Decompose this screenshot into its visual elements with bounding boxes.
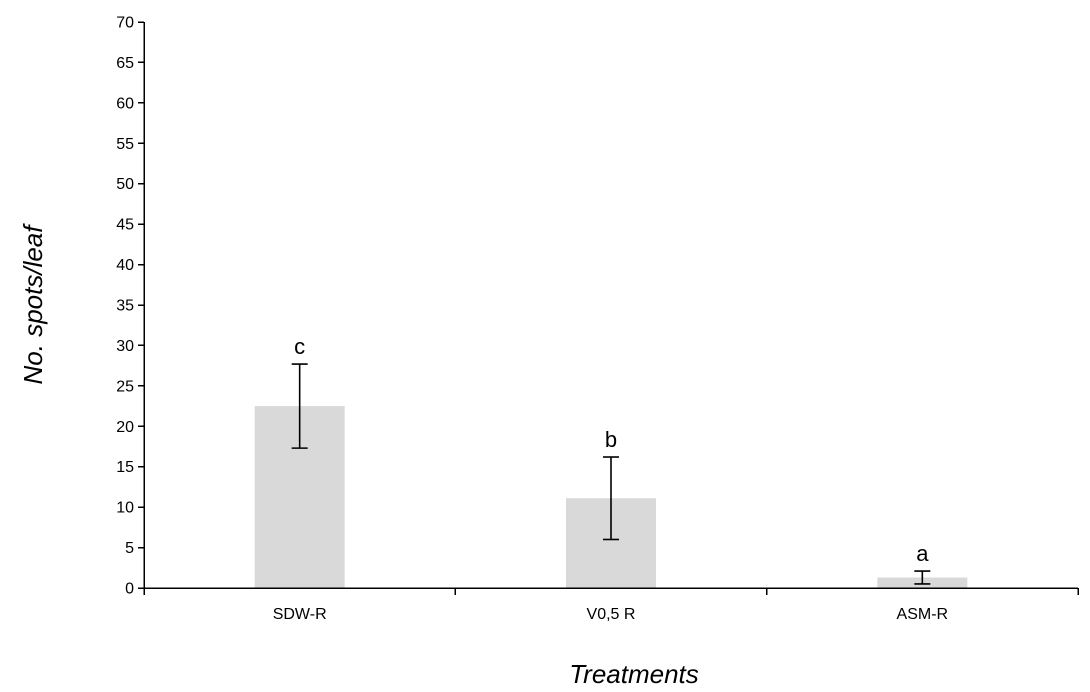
y-tick-label: 15 (116, 459, 134, 476)
y-tick-label: 30 (116, 338, 134, 355)
x-tick-label: ASM-R (897, 606, 949, 623)
significance-letter: b (605, 427, 617, 452)
x-axis-ticks: SDW-R V0,5 R ASM-R (143, 588, 1079, 623)
y-tick-label: 0 (125, 581, 134, 598)
error-bars (291, 363, 931, 585)
y-tick-label: 25 (116, 378, 134, 395)
y-tick-label: 10 (116, 500, 134, 517)
y-tick-label: 50 (116, 176, 134, 193)
y-axis-title: No. spots/leaf (18, 223, 48, 385)
y-tick-label: 60 (116, 95, 134, 112)
y-tick-label: 20 (116, 419, 134, 436)
y-tick-label: 40 (116, 257, 134, 274)
significance-letter: c (294, 334, 305, 359)
y-axis-ticks: 0 5 10 15 20 25 30 35 40 45 50 55 60 65 70 (116, 15, 144, 598)
x-tick-label: SDW-R (273, 606, 327, 623)
x-axis-title: Treatments (569, 659, 699, 689)
y-tick-label: 5 (125, 540, 134, 557)
y-tick-label: 55 (116, 136, 134, 153)
significance-letter: a (916, 541, 929, 566)
significance-letters: c b a (294, 334, 929, 566)
y-tick-label: 65 (116, 55, 134, 72)
x-tick-label: V0,5 R (587, 606, 636, 623)
y-tick-label: 35 (116, 298, 134, 315)
y-tick-label: 70 (116, 15, 134, 32)
y-tick-label: 45 (116, 217, 134, 234)
